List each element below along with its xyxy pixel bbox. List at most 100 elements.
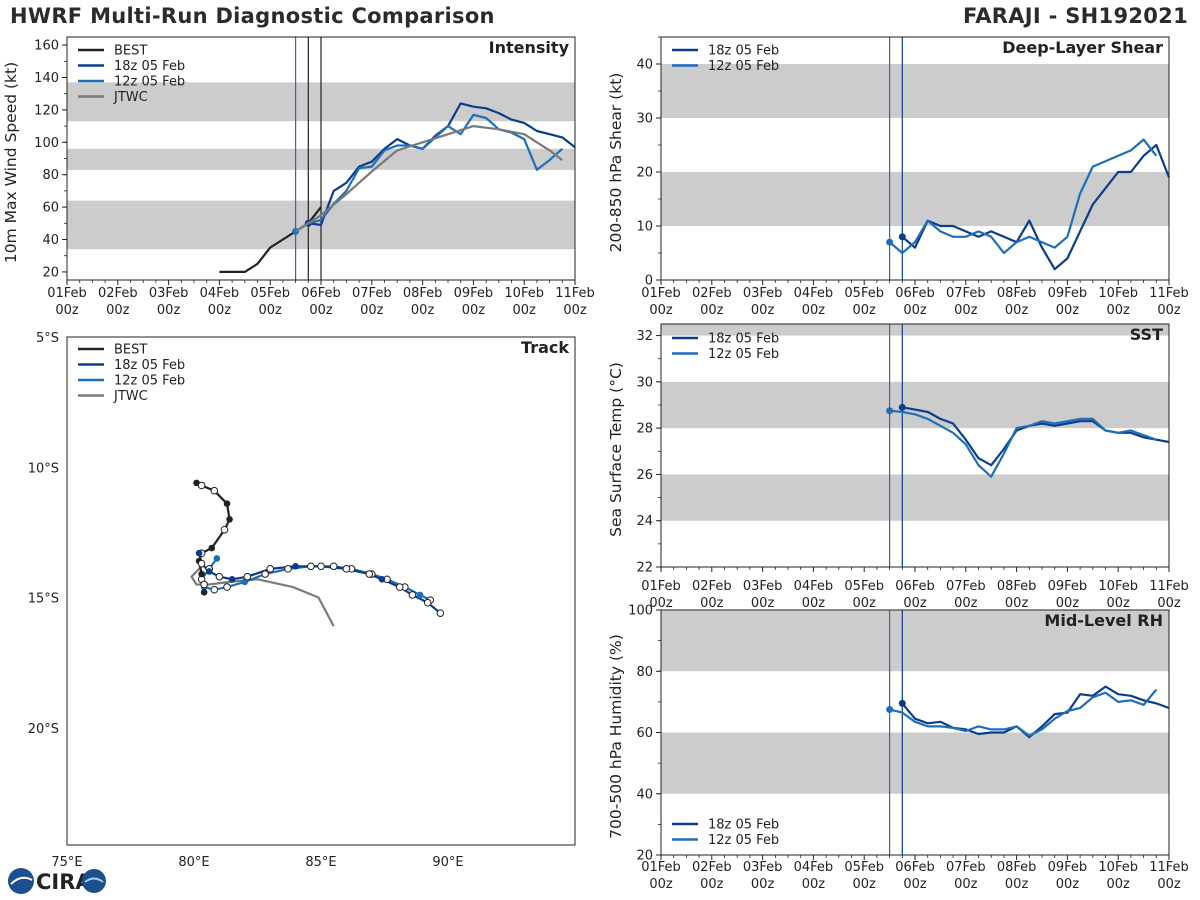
intensity-xtick-label: 10Feb bbox=[504, 286, 544, 301]
sst-xtick-sublabel: 00z bbox=[1005, 596, 1029, 611]
track-point bbox=[223, 500, 231, 508]
sst-ytick-label: 24 bbox=[636, 514, 653, 529]
sst-band-0 bbox=[661, 474, 1169, 521]
track-lat-label: 5°S bbox=[36, 331, 59, 346]
rh-xtick-label: 02Feb bbox=[692, 860, 732, 875]
shear-xtick-label: 11Feb bbox=[1149, 286, 1189, 301]
sst-xtick-sublabel: 00z bbox=[1157, 596, 1181, 611]
track-point bbox=[223, 583, 231, 591]
intensity-ytick-label: 80 bbox=[42, 168, 59, 183]
rh-xtick-sublabel: 00z bbox=[802, 877, 826, 892]
track-lon-label: 80°E bbox=[178, 855, 209, 870]
rh-xtick-label: 07Feb bbox=[946, 860, 986, 875]
shear-xtick-label: 10Feb bbox=[1098, 286, 1138, 301]
sst-xtick-label: 10Feb bbox=[1098, 579, 1138, 594]
shear-xtick-label: 05Feb bbox=[844, 286, 884, 301]
rh-line-18z-05-feb bbox=[901, 685, 1170, 739]
track-point bbox=[329, 562, 338, 571]
rh-xtick-sublabel: 00z bbox=[853, 877, 877, 892]
intensity-line-12z-05-feb bbox=[295, 113, 564, 233]
rh-legend-label: 18z 05 Feb bbox=[708, 818, 779, 833]
intensity-ylabel: 10m Max Wind Speed (kt) bbox=[2, 62, 20, 263]
sst-panel: 22 24 26 28 30 32 01Feb 00z 02Feb 00z 03Feb 00z 04Fe… bbox=[607, 323, 1189, 611]
shear-legend-label: 18z 05 Feb bbox=[708, 44, 779, 59]
shear-xtick-sublabel: 00z bbox=[853, 303, 877, 318]
rh-xtick-label: 05Feb bbox=[844, 860, 884, 875]
sst-xtick-sublabel: 00z bbox=[649, 596, 673, 611]
shear-xtick-sublabel: 00z bbox=[700, 303, 724, 318]
track-point bbox=[266, 565, 275, 573]
shear-panel: 0 10 20 30 40 01Feb 00z 02Feb 00z 03Feb 00z 04Feb 00… bbox=[607, 36, 1189, 318]
shear-ytick-label: 20 bbox=[636, 166, 653, 181]
intensity-ytick-label: 20 bbox=[42, 265, 59, 280]
sst-ytick-label: 28 bbox=[636, 422, 653, 437]
track-line-jtwc bbox=[190, 560, 335, 627]
shear-xtick-sublabel: 00z bbox=[903, 303, 927, 318]
rh-xtick-label: 08Feb bbox=[997, 860, 1037, 875]
sst-ylabel: Sea Surface Temp (°C) bbox=[607, 362, 625, 537]
track-point bbox=[365, 570, 374, 578]
sst-xtick-label: 06Feb bbox=[895, 579, 935, 594]
sst-xtick-label: 02Feb bbox=[692, 579, 732, 594]
track-point bbox=[210, 486, 219, 495]
sst-xtick-sublabel: 00z bbox=[853, 596, 877, 611]
intensity-ytick-label: 120 bbox=[34, 103, 59, 118]
intensity-xtick-label: 04Feb bbox=[200, 286, 240, 301]
shear-xtick-label: 03Feb bbox=[743, 286, 783, 301]
track-point bbox=[284, 565, 292, 573]
shear-xtick-label: 02Feb bbox=[692, 286, 732, 301]
intensity-xtick-sublabel: 00z bbox=[411, 303, 435, 318]
shear-ytick-label: 10 bbox=[636, 220, 653, 235]
sst-ytick-label: 22 bbox=[636, 561, 653, 576]
intensity-panel: 20 40 60 80 100 120 140 160 01Feb 00z 02Feb 00z 03Fe… bbox=[2, 36, 595, 318]
figure-title: HWRF Multi-Run Diagnostic Comparison bbox=[10, 4, 495, 28]
shear-start-point bbox=[898, 233, 906, 241]
shear-ytick-label: 0 bbox=[645, 274, 653, 289]
sst-ytick-label: 30 bbox=[636, 375, 653, 390]
track-point bbox=[408, 591, 417, 599]
track-lat-label: 20°S bbox=[28, 722, 59, 737]
track-point bbox=[317, 562, 325, 571]
intensity-ytick-label: 140 bbox=[34, 71, 59, 86]
intensity-xtick-sublabel: 00z bbox=[208, 303, 232, 318]
rh-panel: 20 40 60 80 100 01Feb 00z 02Feb 00z 03Feb 00z 04Feb… bbox=[607, 604, 1189, 893]
intensity-legend-label: JTWC bbox=[113, 90, 148, 105]
intensity-xtick-label: 11Feb bbox=[555, 286, 595, 301]
rh-xtick-sublabel: 00z bbox=[1157, 877, 1181, 892]
sst-band-2 bbox=[661, 324, 1169, 336]
rh-xtick-label: 01Feb bbox=[641, 860, 681, 875]
track-frame bbox=[66, 336, 576, 846]
sst-legend-label: 12z 05 Feb bbox=[708, 347, 779, 362]
rh-xtick-sublabel: 00z bbox=[649, 877, 673, 892]
track-point bbox=[205, 568, 213, 575]
rh-start-point bbox=[886, 706, 894, 714]
rh-xtick-sublabel: 00z bbox=[1005, 877, 1029, 892]
storm-title: FARAJI - SH192021 bbox=[962, 4, 1188, 28]
rh-title: Mid-Level RH bbox=[1044, 611, 1163, 630]
shear-legend-label: 12z 05 Feb bbox=[708, 59, 779, 74]
track-legend-label: 18z 05 Feb bbox=[114, 358, 185, 373]
shear-xtick-sublabel: 00z bbox=[1157, 303, 1181, 318]
track-point bbox=[197, 559, 206, 568]
shear-line-18z-05-feb bbox=[901, 143, 1171, 271]
sst-ytick-label: 26 bbox=[636, 468, 653, 483]
track-point bbox=[378, 575, 386, 583]
sst-xtick-label: 08Feb bbox=[997, 579, 1037, 594]
sst-start-point bbox=[886, 407, 894, 415]
sst-title: SST bbox=[1130, 325, 1163, 344]
intensity-ytick-label: 100 bbox=[34, 136, 59, 151]
sst-start-point bbox=[898, 403, 906, 411]
sst-xtick-sublabel: 00z bbox=[1107, 596, 1131, 611]
intensity-xtick-sublabel: 00z bbox=[106, 303, 130, 318]
shear-band-1 bbox=[661, 64, 1169, 118]
track-point bbox=[197, 481, 206, 490]
rh-ytick-label: 40 bbox=[636, 787, 653, 802]
shear-xtick-sublabel: 00z bbox=[802, 303, 826, 318]
track-title: Track bbox=[521, 338, 569, 357]
rh-xtick-sublabel: 00z bbox=[1107, 877, 1131, 892]
rh-line-12z-05-feb bbox=[889, 688, 1158, 737]
intensity-ytick-label: 160 bbox=[34, 39, 59, 54]
intensity-line-jtwc bbox=[295, 124, 563, 233]
sst-xtick-label: 11Feb bbox=[1149, 579, 1189, 594]
